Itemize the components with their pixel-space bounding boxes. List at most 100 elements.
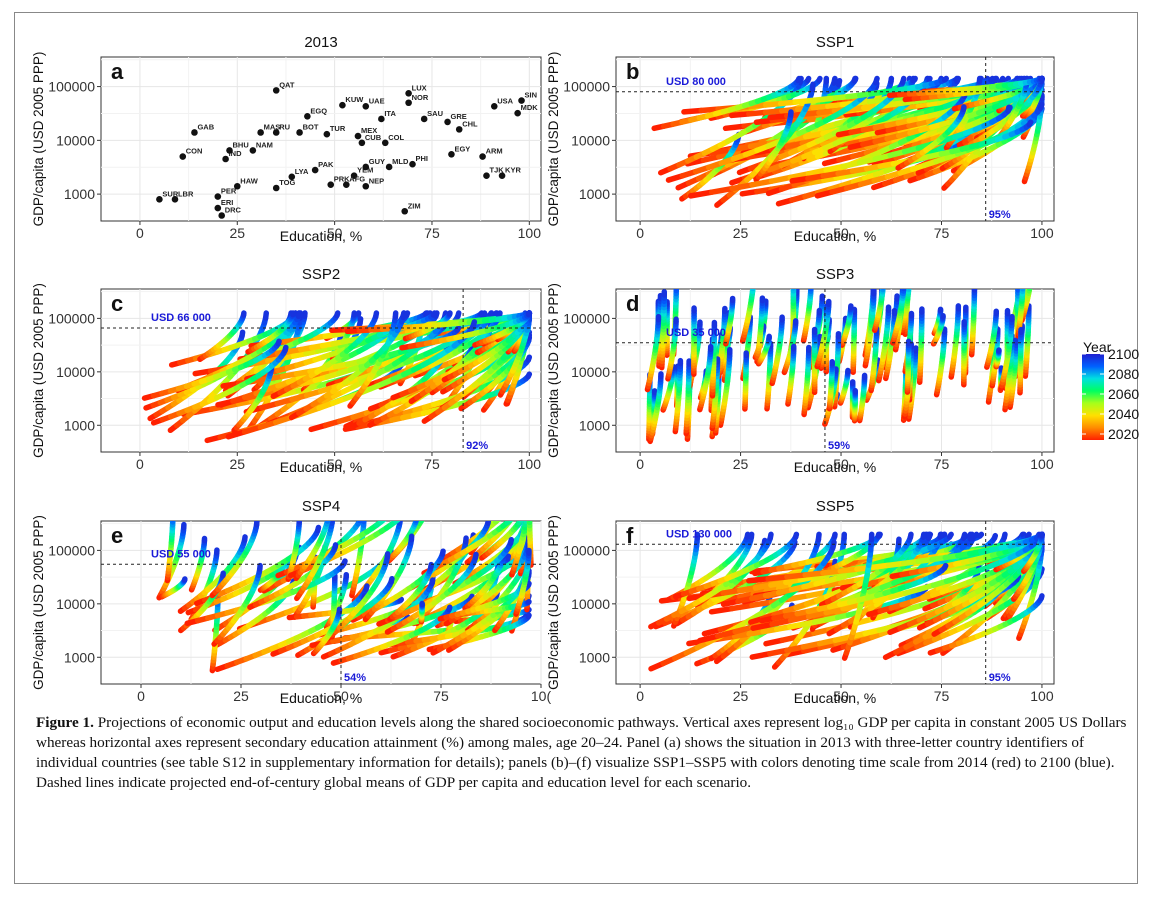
trajectory-segment [998,75,1006,85]
trajectory-c-88 [288,310,407,421]
country-label-EGY: EGY [454,144,470,153]
country-point-CON [179,153,187,160]
x-tick-label-4: 100 [1030,225,1054,241]
trajectory-c-89 [150,344,289,426]
x-tick-label-0: 0 [136,225,144,241]
trajectory-segment [400,310,407,321]
trajectory-b-77 [753,109,794,183]
country-label-NOR: NOR [412,93,429,102]
trajectory-segment [1026,119,1034,128]
trajectory-c-82 [441,310,533,383]
x-axis-label-a: Education, % [280,228,363,244]
country-point-TOG [272,184,280,192]
panel-d: 0 25 50 75 100100010000100000SSP3Education, … [546,266,1055,475]
trajectory-segment [747,140,773,150]
country-label-MAS: MAS [264,122,281,131]
trajectory-segment [423,310,431,319]
y-tick-label-2: 100000 [48,79,95,95]
trajectory-segment [525,371,533,380]
trajectory-segment [831,75,838,86]
country-point-LYA [288,173,296,181]
x-tick-label-0: 0 [636,456,644,472]
country-point-PER [214,193,222,200]
country-point-RU [272,129,280,136]
trajectory-segment [681,107,704,115]
country-point-EGY [448,151,455,158]
country-label-COL: COL [388,133,404,142]
y-tick-label-1: 10000 [56,364,95,380]
trajectory-segment [840,159,863,170]
trajectory-segment [809,81,816,92]
y-axis-label-a: GDP/capita (USD 2005 PPP) [31,52,46,227]
x-tick-label-4: 100 [1030,456,1054,472]
x-tick-label-3: 75 [424,456,440,472]
x-tick-label-2: 50 [327,225,343,241]
country-label-TUR: TUR [330,124,346,133]
country-point-DRC [218,212,226,219]
panel-letter-b: b [626,59,639,84]
trajectory-segment [749,178,775,188]
marks-b [651,75,1045,208]
trajectory-segment [941,75,949,83]
x-tick-label-0: 0 [636,225,644,241]
panel-title-b: SSP1 [816,34,854,51]
panel-letter-d: d [626,291,639,316]
x-axis-label-d: Education, % [794,459,877,475]
country-point-GRE [444,118,451,126]
country-point-KYR [498,172,506,180]
country-point-YEM [350,172,358,180]
country-point-SIN [518,97,525,104]
trajectory-segment [823,163,846,173]
x-tick-label-4: 100 [518,456,542,472]
x-tick-label-0: 0 [136,456,144,472]
trajectory-c-44 [197,310,247,363]
y-tick-label-2: 100000 [48,310,95,326]
country-point-KUW [339,101,346,109]
country-label-KUW: KUW [345,95,364,104]
trajectory-segment [708,185,735,195]
country-label-TJK: TJK [489,166,504,175]
y-tick-label-0: 1000 [64,417,95,433]
y-tick-label-0: 1000 [579,186,610,202]
trajectory-segment [239,329,246,339]
country-point-LBR [171,196,179,203]
country-label-SAU: SAU [427,109,443,118]
country-point-COL [381,139,389,147]
trajectory-segment [728,111,752,119]
country-point-SAU [420,115,428,123]
trajectory-segment [525,354,533,363]
country-label-KYR: KYR [505,166,521,175]
trajectory-segment [1037,101,1045,111]
country-label-ERI: ERI [221,198,234,207]
trajectory-segment [295,310,303,320]
country-label-BHU: BHU [232,140,248,149]
trajectory-segment [805,75,812,84]
trajectory-segment [835,77,843,88]
trajectory-segment [275,338,282,347]
gridlines-a [101,57,541,221]
country-label-UAE: UAE [369,96,385,105]
panel-letter-c: c [111,291,123,316]
trajectory-d-4 [850,306,858,376]
country-point-HAW [233,182,241,190]
trajectory-segment [525,310,533,318]
country-point-BHU [226,147,233,154]
y-tick-label-0: 1000 [579,417,610,433]
trajectory-segment [403,310,411,319]
trajectory-segment [708,146,734,156]
panel-c: 0 25 50 75 100100010000100000SSP2Education, … [31,266,542,475]
country-label-GRE: GRE [451,112,467,121]
trajectory-segment [795,75,802,84]
x-tick-label-1: 25 [229,225,245,241]
y-axis-label-b: GDP/capita (USD 2005 PPP) [546,52,561,227]
country-label-SUR: SUR [162,189,178,198]
panel-letter-a: a [111,59,124,84]
x-tick-label-4: 100 [518,225,542,241]
trajectory-segment [430,310,438,318]
marks-d [644,289,1033,445]
y-tick-label-1: 10000 [571,364,610,380]
country-label-ARM: ARM [486,147,503,156]
country-label-DRC: DRC [225,206,242,215]
trajectory-segment [746,150,771,160]
